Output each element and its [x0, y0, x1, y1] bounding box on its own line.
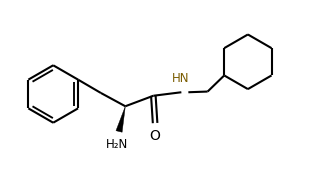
Text: O: O [150, 129, 161, 143]
Polygon shape [116, 106, 125, 132]
Text: H₂N: H₂N [106, 138, 129, 151]
Text: HN: HN [172, 72, 189, 85]
